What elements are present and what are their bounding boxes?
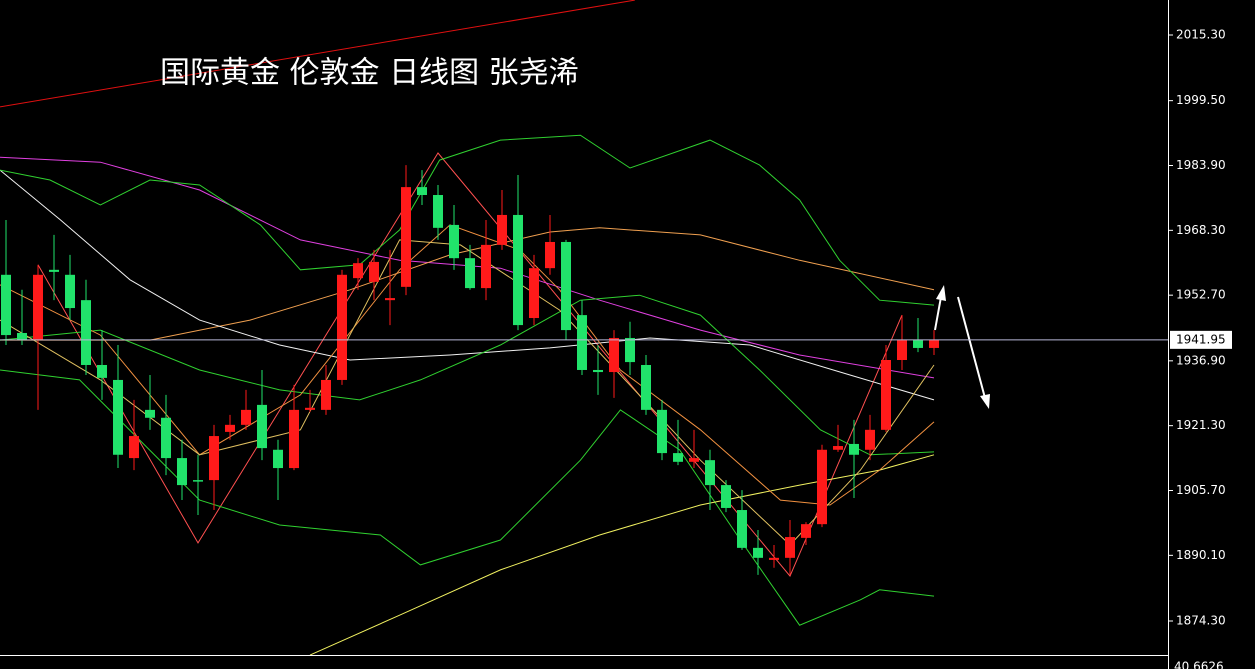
candle-body (177, 458, 187, 486)
overlay-line (0, 169, 935, 401)
chart-title: 国际黄金 伦敦金 日线图 张尧浠 (160, 56, 579, 91)
candle-body (17, 332, 27, 341)
y-tick-label: 1983.90 (1176, 158, 1226, 172)
y-tick-label: 1952.70 (1176, 288, 1226, 302)
y-tick-label: 1874.30 (1176, 614, 1226, 628)
candle-body (881, 360, 891, 430)
candle-body (369, 261, 379, 282)
overlay-line (0, 369, 935, 626)
candle-body (161, 417, 171, 459)
sub-panel-label: 40.6626 (1174, 660, 1224, 669)
candle-body (721, 485, 731, 508)
candle-body (33, 274, 43, 341)
overlay-line (0, 134, 935, 306)
candle-body (593, 369, 603, 373)
candle-body (321, 379, 331, 410)
candle-body (529, 268, 539, 319)
y-tick-label: 1968.30 (1176, 223, 1226, 237)
candle-body (801, 524, 811, 538)
candle-body (769, 557, 779, 560)
candle-body (465, 258, 475, 289)
candle-body (289, 409, 299, 469)
candle-body (609, 337, 619, 373)
y-tick-label: 1999.50 (1176, 93, 1226, 107)
overlay-line (309, 454, 935, 656)
candle-body (449, 224, 459, 259)
candle-body (497, 214, 507, 245)
y-tick-label: 1905.70 (1176, 483, 1226, 497)
overlay-line (37, 152, 903, 578)
overlay-line (0, 0, 635, 108)
candle-body (705, 460, 715, 486)
current-price-label: 1941.95 (1176, 332, 1226, 346)
y-tick-label: 2015.30 (1176, 27, 1226, 41)
candle-body (929, 339, 939, 348)
arrow-down (957, 296, 990, 409)
candle-body (65, 274, 75, 309)
candle-body (817, 449, 827, 525)
candle-body (481, 244, 491, 289)
candle-body (785, 537, 795, 558)
candle-body (145, 409, 155, 418)
candle-body (913, 340, 923, 348)
candle-body (273, 449, 283, 469)
candle-body (689, 458, 699, 462)
candle-body (305, 407, 315, 410)
candle-body (337, 274, 347, 380)
candle-body (513, 214, 523, 326)
candle-body (81, 300, 91, 365)
candle-body (417, 187, 427, 196)
candle-body (641, 364, 651, 410)
candle-body (49, 269, 59, 272)
candle-body (225, 424, 235, 432)
candle-body (113, 379, 123, 455)
candle-body (353, 263, 363, 279)
y-tick-label: 1890.10 (1176, 548, 1226, 562)
candle-body (209, 436, 219, 481)
candle-body (129, 436, 139, 459)
candles (1, 165, 939, 575)
candle-body (1, 274, 11, 336)
candle-body (657, 409, 667, 454)
candle-body (673, 453, 683, 462)
candle-body (385, 298, 395, 301)
candle-body (401, 187, 411, 287)
candle-body (545, 241, 555, 269)
candle-body (833, 446, 843, 450)
candle-body (753, 547, 763, 558)
y-tick-label: 1936.90 (1176, 353, 1226, 367)
arrow-up (934, 285, 946, 331)
y-tick-label: 1921.30 (1176, 418, 1226, 432)
candle-body (577, 315, 587, 370)
candle-body (257, 404, 267, 449)
candle-body (561, 241, 571, 331)
candle-body (97, 364, 107, 378)
candle-body (897, 340, 907, 361)
candle-body (193, 480, 203, 482)
candle-body (849, 443, 859, 455)
candle-body (625, 337, 635, 363)
candle-body (433, 195, 443, 228)
overlay-line (0, 156, 935, 379)
candle-body (737, 510, 747, 548)
candle-body (241, 409, 251, 425)
overlay-line (0, 294, 935, 456)
candle-body (865, 429, 875, 450)
current-price-box (1170, 330, 1232, 349)
